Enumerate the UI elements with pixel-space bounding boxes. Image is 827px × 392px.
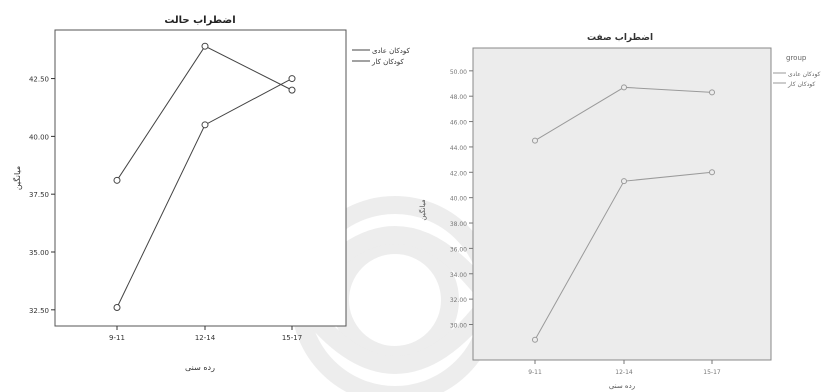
right-data-point	[709, 169, 715, 176]
right-ytick-label: 42.00	[450, 170, 467, 177]
right-ytick-label: 40.00	[450, 196, 467, 203]
left-xtick-label: 12-14	[195, 334, 216, 342]
right-legend-title: group	[786, 54, 807, 62]
left-legend: کودکان عادی کودکان کار	[352, 47, 410, 66]
right-series-lines	[532, 84, 715, 343]
left-legend-label-1: کودکان عادی	[372, 47, 410, 55]
right-xtick-label: 12-14	[615, 369, 633, 376]
left-data-point	[288, 75, 296, 83]
left-ytick-label: 40.00	[29, 133, 49, 141]
left-xtick-label: 9-11	[109, 334, 125, 342]
right-legend: group کودکان عادی کودکان کار	[773, 54, 821, 88]
left-y-axis-label: میانگین	[12, 166, 22, 190]
right-data-point	[532, 336, 538, 343]
right-xtick-label: 15-17	[703, 369, 721, 376]
right-ytick-label: 30.00	[450, 322, 467, 329]
left-ytick-label: 32.50	[29, 307, 49, 315]
left-xtick-label: 15-17	[282, 334, 302, 342]
left-ytick-label: 37.50	[29, 191, 49, 199]
chart-right: اضطراب صفت رده سنی میانگین 30.00 32.00 34.…	[418, 33, 821, 390]
right-ytick-label: 44.00	[450, 145, 467, 152]
right-data-point	[709, 89, 715, 96]
left-plot-area	[54, 29, 347, 327]
right-ytick-label: 38.00	[450, 221, 467, 228]
left-ytick-label: 42.50	[29, 76, 49, 84]
right-xtick-label: 9-11	[528, 369, 542, 376]
right-ytick-label: 46.00	[450, 120, 467, 127]
right-chart-title: اضطراب صفت	[587, 33, 653, 43]
left-axis-ticks: 32.50 35.00 37.50 40.00 42.50 9-11 12-14 15-17	[29, 76, 302, 342]
right-x-axis-label: رده سنی	[609, 382, 635, 390]
left-data-point	[201, 121, 209, 129]
left-ytick-label: 35.00	[29, 249, 49, 257]
left-chart-title: اضطراب حالت	[164, 15, 235, 26]
right-y-axis-label: میانگین	[418, 199, 427, 221]
right-data-point	[621, 84, 627, 91]
right-ytick-label: 36.00	[450, 246, 467, 253]
right-legend-label-1: کودکان عادی	[788, 71, 821, 78]
left-x-axis-label: رده سنی	[185, 363, 215, 372]
right-ytick-label: 50.00	[450, 69, 467, 76]
right-plot-area	[472, 47, 772, 361]
left-legend-label-2: کودکان کار	[371, 58, 404, 66]
left-data-point	[113, 176, 121, 184]
right-ytick-label: 32.00	[450, 297, 467, 304]
right-ytick-label: 34.00	[450, 272, 467, 279]
left-series-lines	[113, 42, 296, 311]
left-data-point	[113, 304, 121, 311]
right-legend-label-2: کودکان کار	[787, 81, 815, 88]
right-axis-ticks: 30.00 32.00 34.00 36.00 38.00 40.00 42.00 44.00…	[450, 69, 721, 376]
right-ytick-label: 48.00	[450, 94, 467, 101]
right-data-point	[621, 178, 627, 185]
right-data-point	[532, 137, 538, 144]
chart-left: اضطراب حالت رده سنی میانگین 32.50 35.00 37…	[12, 15, 410, 372]
left-data-point	[288, 86, 296, 94]
left-data-point	[201, 42, 209, 50]
